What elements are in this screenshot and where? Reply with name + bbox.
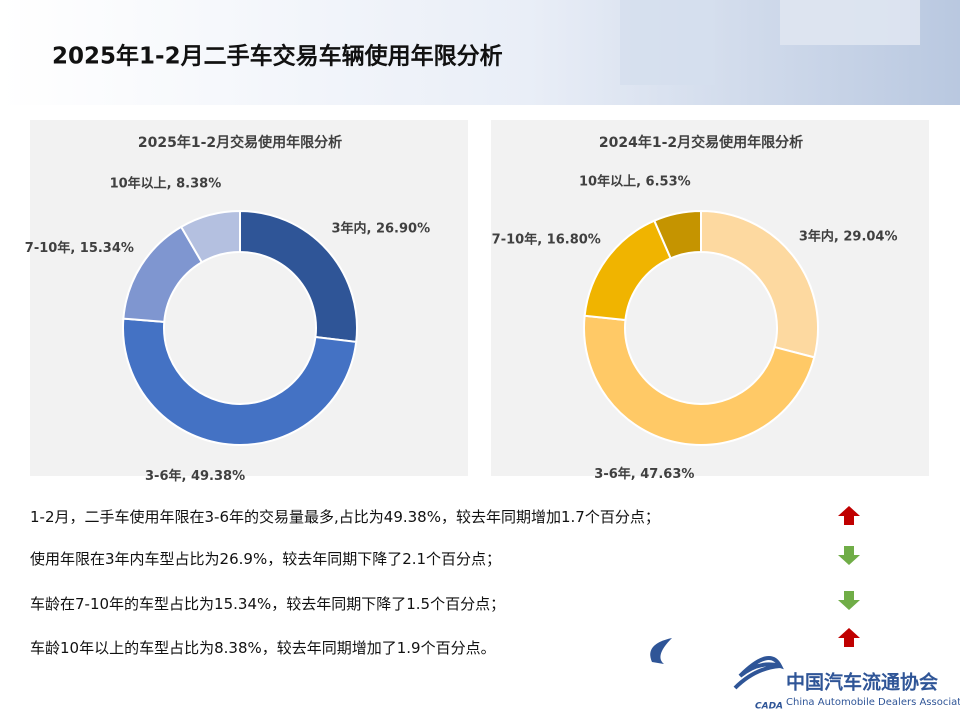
data-label: 10年以上, 6.53% (579, 174, 691, 190)
logo-mark (733, 656, 784, 690)
chart-title: 2024年1-2月交易使用年限分析 (599, 134, 803, 151)
donut-slice (122, 317, 358, 446)
data-label: 3年内, 26.90% (331, 221, 430, 237)
data-label: 3年内, 29.04% (799, 228, 898, 244)
donut-slice (583, 314, 816, 446)
data-label: 3-6年, 49.38% (145, 468, 245, 484)
bullet-text: 车龄在7-10年的车型占比为15.34%，较去年同期下降了1.5个百分点； (30, 595, 506, 613)
header-cube (780, 0, 920, 45)
bullet-text: 1-2月，二手车使用年限在3-6年的交易量最多,占比为49.38%，较去年同期增… (30, 508, 660, 526)
header-cube (620, 0, 715, 85)
data-label: 10年以上, 8.38% (110, 176, 222, 192)
logo-abbr: CADA (755, 702, 783, 712)
logo-subtitle: China Automobile Dealers Association (786, 697, 960, 708)
data-label: 7-10年, 15.34% (25, 240, 134, 256)
logo-name: 中国汽车流通协会 (786, 671, 938, 694)
page-title: 2025年1-2月二手车交易车辆使用年限分析 (52, 43, 503, 70)
donut-slice (653, 209, 702, 260)
donut-slice (179, 209, 241, 264)
bullet-text: 车龄10年以上的车型占比为8.38%，较去年同期增加了1.9个百分点。 (30, 639, 496, 657)
logo-mark (650, 638, 672, 664)
data-label: 7-10年, 16.80% (492, 231, 601, 247)
bullet-text: 使用年限在3年内车型占比为26.9%，较去年同期下降了2.1个百分点； (30, 550, 502, 568)
data-label: 3-6年, 47.63% (594, 466, 694, 482)
chart-title: 2025年1-2月交易使用年限分析 (138, 134, 342, 151)
